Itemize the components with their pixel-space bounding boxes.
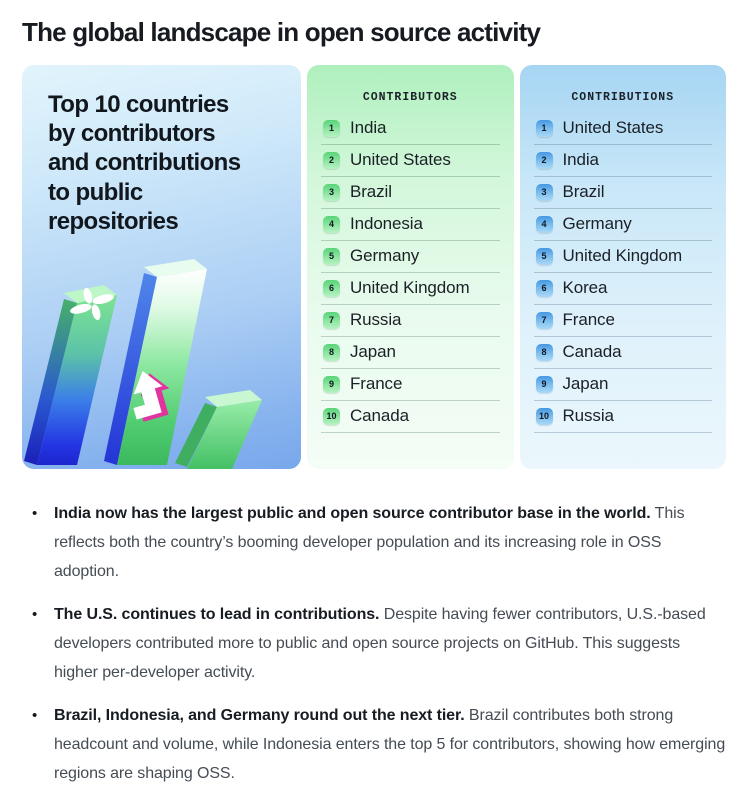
bullet-india: • India now has the largest public and o…	[32, 499, 726, 586]
country-label: France	[562, 310, 615, 330]
rank-badge: 7	[535, 311, 553, 329]
page-title: The global landscape in open source acti…	[22, 17, 541, 47]
arrow-up-icon	[133, 370, 170, 422]
contributions-panel: CONTRIBUTIONS 1 United States 2 India 3	[519, 64, 726, 469]
bar-middle	[104, 258, 207, 465]
bullet-text: Brazil, Indonesia, and Germany round out…	[54, 701, 726, 788]
country-label: India	[562, 150, 599, 170]
rank-badge: 6	[323, 279, 340, 297]
list-item: 9 Japan	[533, 369, 712, 401]
contributors-list: 1 India 2 United States 3 Brazil 4	[321, 113, 500, 433]
bullet-marker: •	[32, 605, 38, 623]
bullet-body: This reflects both the country’s booming…	[54, 504, 685, 580]
list-item: 3 Brazil	[533, 177, 712, 209]
list-item: 10 Canada	[321, 401, 500, 433]
list-item: 6 Korea	[533, 273, 712, 305]
rank-badge: 8	[535, 343, 553, 361]
bar-right	[175, 389, 262, 469]
bullet-text: India now has the largest public and ope…	[54, 499, 726, 586]
rank-badge: 2	[535, 151, 553, 169]
country-label: Japan	[562, 374, 609, 394]
rank-badge: 10	[323, 407, 340, 425]
list-item: 7 France	[533, 305, 712, 337]
list-item: 8 Canada	[533, 337, 712, 369]
list-item: 4 Germany	[533, 209, 712, 241]
country-label: France	[350, 374, 403, 394]
rank-badge: 7	[323, 311, 340, 329]
country-label: Brazil	[350, 182, 392, 202]
rank-badge: 9	[535, 375, 553, 393]
bullet-text: The U.S. continues to lead in contributi…	[54, 600, 726, 687]
rank-badge: 4	[535, 215, 553, 233]
bullet-body: Despite having fewer contributors, U.S.-…	[54, 605, 706, 681]
rank-badge: 3	[535, 183, 553, 201]
country-label: Germany	[562, 214, 632, 234]
contributors-header: CONTRIBUTORS	[362, 90, 458, 104]
list-item: 1 India	[321, 113, 500, 145]
bullet-body: Brazil contributes both strong headcount…	[54, 706, 726, 782]
list-item: 2 United States	[321, 145, 500, 177]
infographic-headline-panel: Top 10 countries by contributors and con…	[22, 64, 301, 469]
pinwheel-icon	[70, 287, 114, 320]
country-label: Brazil	[562, 182, 605, 202]
bullet-marker: •	[32, 706, 38, 724]
country-label: Japan	[350, 342, 396, 362]
rank-badge: 10	[535, 407, 553, 425]
3d-bar-chart-illustration	[24, 258, 262, 469]
list-item: 2 India	[533, 145, 712, 177]
country-label: Korea	[562, 278, 608, 298]
rank-badge: 1	[535, 119, 553, 137]
contributions-list: 1 United States 2 India 3 Brazil 4	[533, 113, 712, 433]
contributions-header: CONTRIBUTIONS	[571, 90, 675, 104]
bullet-next-tier: • Brazil, Indonesia, and Germany round o…	[32, 701, 726, 788]
country-label: United Kingdom	[350, 278, 470, 298]
country-label: United States	[562, 118, 664, 138]
list-item: 6 United Kingdom	[321, 273, 500, 305]
rank-badge: 6	[535, 279, 553, 297]
list-item: 8 Japan	[321, 337, 500, 369]
country-label: Russia	[350, 310, 402, 330]
country-label: United States	[350, 150, 451, 170]
rank-badge: 1	[323, 119, 340, 137]
rank-badge: 5	[323, 247, 340, 265]
country-label: Canada	[350, 406, 409, 426]
rank-badge: 8	[323, 343, 340, 361]
list-item: 10 Russia	[533, 401, 712, 433]
rank-badge: 9	[323, 375, 340, 393]
list-item: 7 Russia	[321, 305, 500, 337]
bar-left	[24, 284, 117, 465]
list-item: 5 United Kingdom	[533, 241, 712, 273]
rank-badge: 4	[323, 215, 340, 233]
bullet-marker: •	[32, 504, 38, 522]
list-item: 4 Indonesia	[321, 209, 500, 241]
rank-badge: 5	[535, 247, 553, 265]
summary-bullets: • India now has the largest public and o…	[22, 499, 726, 788]
list-item: 9 France	[321, 369, 500, 401]
bullet-us: • The U.S. continues to lead in contribu…	[32, 600, 726, 687]
list-item: 3 Brazil	[321, 177, 500, 209]
infographic-headline: Top 10 countries by contributors and con…	[48, 90, 241, 235]
bullet-lead: Brazil, Indonesia, and Germany round out…	[54, 706, 465, 724]
country-label: United Kingdom	[562, 246, 683, 266]
rank-badge: 3	[323, 183, 340, 201]
rank-badge: 2	[323, 151, 340, 169]
country-label: Germany	[350, 246, 420, 266]
bullet-lead: India now has the largest public and ope…	[54, 504, 651, 522]
infographic-card: Top 10 countries by contributors and con…	[22, 64, 726, 469]
list-item: 5 Germany	[321, 241, 500, 273]
bullet-lead: The U.S. continues to lead in contributi…	[54, 605, 380, 623]
contributors-panel: CONTRIBUTORS 1 India 2 United States 3	[307, 64, 514, 469]
country-label: India	[350, 118, 387, 138]
country-label: Canada	[562, 342, 622, 362]
country-label: Indonesia	[350, 214, 423, 234]
list-item: 1 United States	[533, 113, 712, 145]
country-label: Russia	[562, 406, 614, 426]
